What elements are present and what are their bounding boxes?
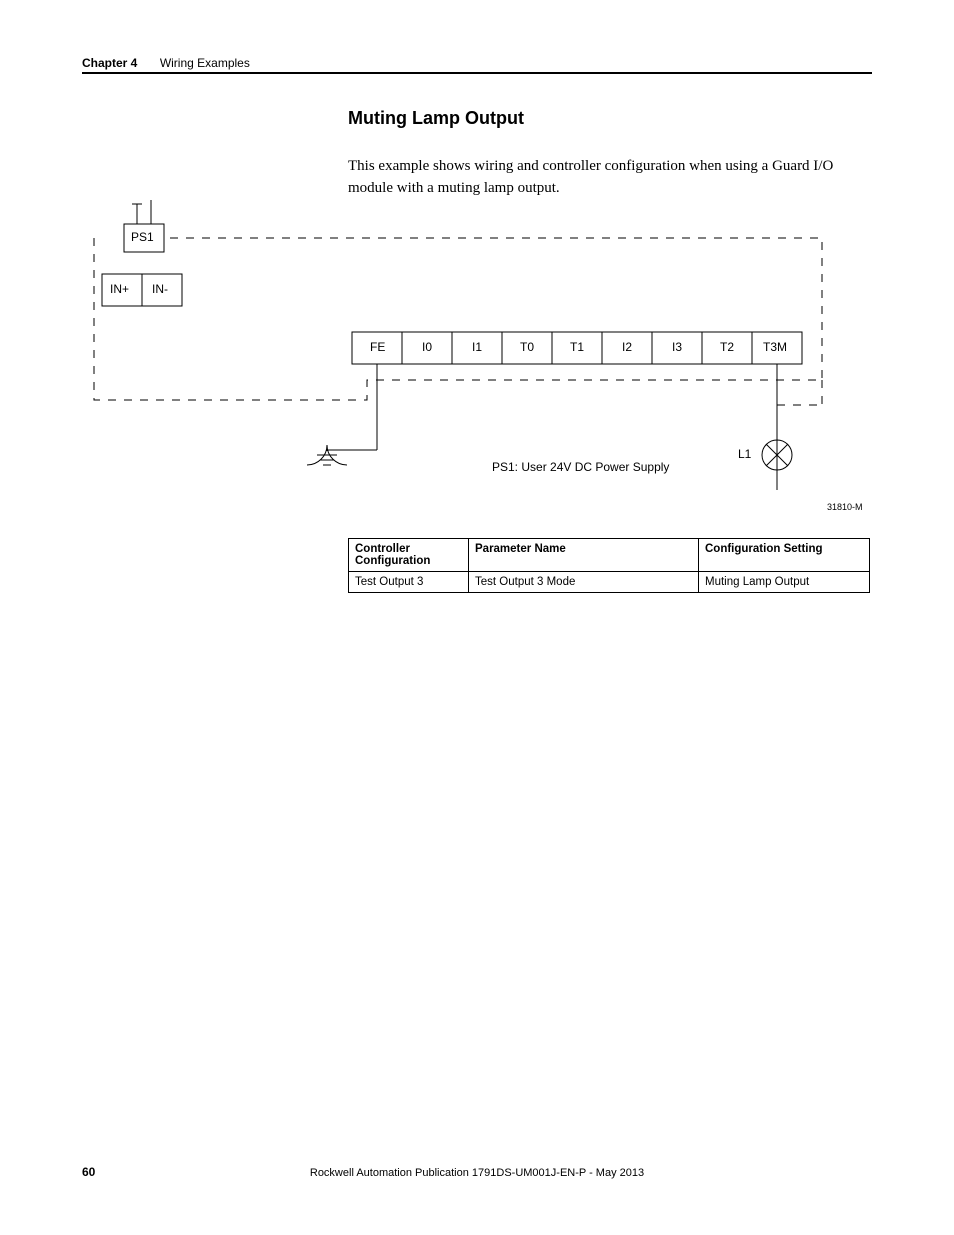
lamp-label: L1 — [738, 447, 751, 461]
header-rule — [82, 72, 872, 74]
term-i3: I3 — [672, 340, 682, 354]
term-i1: I1 — [472, 340, 482, 354]
table-row: Test Output 3 Test Output 3 Mode Muting … — [349, 572, 870, 593]
diagram-ref: 31810-M — [827, 502, 863, 512]
term-t0: T0 — [520, 340, 534, 354]
cell-parameter-name: Test Output 3 Mode — [469, 572, 699, 593]
col-controller-config: Controller Configuration — [349, 539, 469, 572]
table-header-row: Controller Configuration Parameter Name … — [349, 539, 870, 572]
outer-dashed-boundary — [94, 238, 822, 400]
ps1-label: PS1 — [131, 230, 154, 244]
cell-controller-config: Test Output 3 — [349, 572, 469, 593]
chapter-label: Chapter 4 — [82, 56, 137, 70]
diagram-caption: PS1: User 24V DC Power Supply — [492, 460, 669, 474]
term-t2: T2 — [720, 340, 734, 354]
section-title: Muting Lamp Output — [348, 108, 524, 129]
page: Chapter 4 Wiring Examples Muting Lamp Ou… — [0, 0, 954, 1235]
wiring-diagram: PS1 IN+ IN- FE I0 I1 T0 T1 I2 I3 T2 T3M … — [82, 200, 872, 510]
term-fe: FE — [370, 340, 385, 354]
col-config-setting: Configuration Setting — [699, 539, 870, 572]
term-i2: I2 — [622, 340, 632, 354]
col-parameter-name: Parameter Name — [469, 539, 699, 572]
diagram-svg — [82, 200, 872, 510]
cell-config-setting: Muting Lamp Output — [699, 572, 870, 593]
page-header: Chapter 4 Wiring Examples — [82, 54, 872, 72]
body-paragraph: This example shows wiring and controller… — [348, 156, 868, 200]
term-i0: I0 — [422, 340, 432, 354]
term-t3m: T3M — [763, 340, 787, 354]
publication-footer: Rockwell Automation Publication 1791DS-U… — [0, 1167, 954, 1179]
header-section-name: Wiring Examples — [160, 56, 250, 70]
in-minus-label: IN- — [152, 282, 168, 296]
in-plus-label: IN+ — [110, 282, 129, 296]
config-table: Controller Configuration Parameter Name … — [348, 538, 870, 593]
term-t1: T1 — [570, 340, 584, 354]
